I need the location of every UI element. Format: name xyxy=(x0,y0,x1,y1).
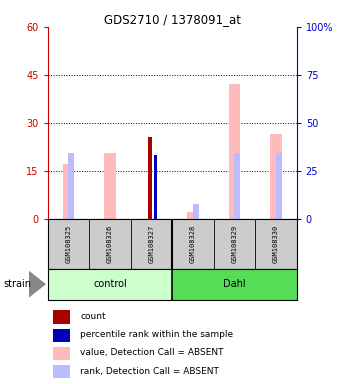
Text: GSM108325: GSM108325 xyxy=(65,225,72,263)
Text: count: count xyxy=(80,312,106,321)
Text: value, Detection Call = ABSENT: value, Detection Call = ABSENT xyxy=(80,348,224,357)
Polygon shape xyxy=(29,271,46,298)
Text: percentile rank within the sample: percentile rank within the sample xyxy=(80,330,233,339)
Bar xyxy=(69,153,74,219)
Text: control: control xyxy=(93,279,127,289)
Bar xyxy=(193,204,199,219)
Bar xyxy=(235,153,240,219)
Bar xyxy=(154,155,157,219)
Bar xyxy=(148,137,152,219)
Text: GSM108330: GSM108330 xyxy=(273,225,279,263)
Bar xyxy=(187,212,199,219)
Bar xyxy=(172,269,297,300)
Text: strain: strain xyxy=(3,279,31,289)
Bar xyxy=(63,164,74,219)
Text: GSM108329: GSM108329 xyxy=(232,225,237,263)
Bar xyxy=(48,269,172,300)
Text: GSM108326: GSM108326 xyxy=(107,225,113,263)
Bar xyxy=(53,365,70,378)
Text: rank, Detection Call = ABSENT: rank, Detection Call = ABSENT xyxy=(80,367,219,376)
Bar xyxy=(53,347,70,360)
Text: GSM108328: GSM108328 xyxy=(190,225,196,263)
Bar xyxy=(270,134,282,219)
Bar xyxy=(276,153,282,219)
Text: Dahl: Dahl xyxy=(223,279,246,289)
Title: GDS2710 / 1378091_at: GDS2710 / 1378091_at xyxy=(104,13,241,26)
Text: GSM108327: GSM108327 xyxy=(148,225,154,263)
Bar xyxy=(228,84,240,219)
Bar xyxy=(53,329,70,342)
Bar xyxy=(104,153,116,219)
Bar xyxy=(53,311,70,324)
